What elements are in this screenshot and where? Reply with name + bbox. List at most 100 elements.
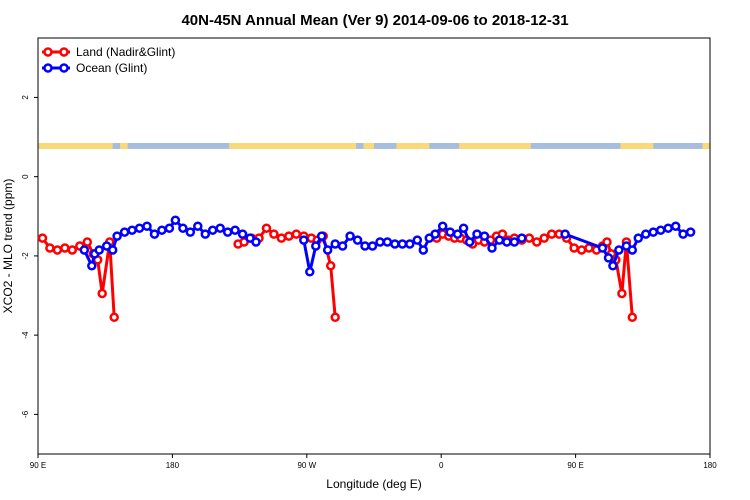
legend-label-land: Land (Nadir&Glint) <box>76 45 175 59</box>
series-ocean-point-1-0 <box>299 235 309 245</box>
series-ocean-point-0-11 <box>149 229 160 239</box>
legend-marker-land <box>43 47 53 57</box>
series-ocean-point-0-8 <box>127 225 137 235</box>
series-land-point-0-6 <box>82 237 93 247</box>
series-ocean-point-1-29 <box>502 237 512 247</box>
series-ocean-point-1-30 <box>509 237 520 247</box>
x-tick-label-3: 0 <box>439 461 444 470</box>
series-ocean-point-0-25 <box>251 237 261 247</box>
surface-strip <box>38 142 710 149</box>
series-ocean-point-0-7 <box>119 227 130 237</box>
legend-marker-ocean-2 <box>59 63 69 73</box>
series-land-point-0-2 <box>52 245 63 255</box>
series-ocean-point-1-21 <box>445 227 455 237</box>
x-tick-label-2: 90 W <box>297 461 316 470</box>
surface-strip-land-3 <box>363 142 374 149</box>
plot-frame <box>37 37 711 455</box>
series-ocean-point-1-13 <box>390 239 400 249</box>
series-ocean-point-1-7 <box>345 231 355 241</box>
series-ocean-point-2-0 <box>560 229 570 239</box>
surface-strip-land-7 <box>702 142 710 149</box>
y-tick-label-3: -4 <box>21 331 30 339</box>
series-ocean-point-2-7 <box>633 233 644 243</box>
series-ocean-point-1-24 <box>464 237 475 247</box>
series-ocean-point-0-3 <box>94 245 104 255</box>
legend-label-ocean: Ocean (Glint) <box>76 61 147 75</box>
series-ocean-point-0-5 <box>107 245 118 255</box>
series-ocean-point-2-6 <box>627 245 638 255</box>
series-ocean-point-0-12 <box>157 225 167 235</box>
series-ocean-point-0-13 <box>164 223 175 233</box>
series-ocean-point-2-14 <box>685 227 696 237</box>
series-ocean-point-0-6 <box>112 231 122 241</box>
series-ocean-point-2-2 <box>603 253 614 263</box>
series-ocean-point-1-9 <box>360 241 370 251</box>
series-land-point-1-5 <box>269 229 279 239</box>
series-land-point-0-11 <box>109 312 119 323</box>
y-tick-label-4: -6 <box>21 410 30 418</box>
series-ocean-point-0-23 <box>237 229 248 239</box>
y-tick-label-1: 0 <box>21 174 30 179</box>
series-ocean-point-2-11 <box>663 223 673 233</box>
series-land-point-0-4 <box>67 245 78 255</box>
series-ocean-point-0-15 <box>178 223 188 233</box>
series-land-point-2-23 <box>584 243 594 253</box>
series-land-point-0-9 <box>97 288 107 299</box>
surface-strip-land-4 <box>396 142 430 149</box>
series-ocean-point-2-8 <box>641 229 651 239</box>
series-land-point-0-1 <box>45 243 55 253</box>
series-ocean-point-0-1 <box>87 261 97 271</box>
series-ocean-point-1-25 <box>472 229 482 239</box>
series-ocean-point-0-9 <box>134 223 145 233</box>
series-ocean-point-1-5 <box>330 239 340 249</box>
series-ocean-point-0-21 <box>222 227 233 237</box>
surface-strip-land-1 <box>120 142 128 149</box>
series-land-point-1-8 <box>291 229 302 239</box>
series-land-point-2-22 <box>576 245 587 255</box>
series-ocean-point-0-18 <box>200 229 211 239</box>
series-ocean-point-1-17 <box>418 245 429 255</box>
series-ocean-point-2-4 <box>614 245 624 255</box>
series-land-point-1-4 <box>261 223 272 233</box>
series-layer <box>37 215 696 323</box>
legend-marker-land-2 <box>59 47 69 57</box>
series-ocean-point-1-22 <box>452 229 463 239</box>
series-ocean-point-0-10 <box>142 221 152 231</box>
series-ocean-point-0-22 <box>230 225 240 235</box>
series-land-point-1-14 <box>330 312 340 323</box>
series-ocean-point-1-4 <box>322 245 333 255</box>
surface-strip-land-5 <box>459 142 531 149</box>
series-ocean-point-1-20 <box>437 221 448 231</box>
series-ocean-point-0-20 <box>215 223 225 233</box>
series-ocean-point-1-3 <box>316 231 327 241</box>
series-land-point-1-6 <box>276 233 287 243</box>
series-land-point-0-0 <box>37 233 48 243</box>
series-ocean-point-2-12 <box>670 221 681 231</box>
series-land-point-2-17 <box>539 233 549 243</box>
series-land-point-2-21 <box>569 243 579 253</box>
x-tick-label-1: 180 <box>166 461 180 470</box>
x-axis-label: Longitude (deg E) <box>326 477 421 491</box>
x-tick-label-0: 90 E <box>30 461 46 470</box>
series-ocean-point-2-1 <box>597 243 608 253</box>
series-ocean-point-2-9 <box>648 227 659 237</box>
series-ocean-point-1-26 <box>479 231 490 241</box>
series-land-point-2-16 <box>532 237 542 247</box>
surface-strip-land-6 <box>620 142 654 149</box>
series-ocean-point-1-10 <box>367 241 378 251</box>
series-ocean-point-0-14 <box>170 215 181 225</box>
series-ocean-point-2-3 <box>608 261 618 271</box>
series-ocean-point-0-17 <box>193 221 203 231</box>
series-ocean-point-1-27 <box>487 243 497 253</box>
series-ocean-point-0-0 <box>79 245 90 255</box>
series-land-point-2-29 <box>617 288 627 299</box>
series-ocean-point-2-13 <box>678 229 688 239</box>
legend-marker-ocean <box>43 63 53 73</box>
series-ocean-point-2-10 <box>655 225 666 235</box>
series-ocean-point-1-8 <box>352 235 363 245</box>
series-ocean-point-1-1 <box>305 267 315 277</box>
series-ocean-point-1-11 <box>375 237 385 247</box>
series-ocean-point-1-2 <box>311 241 321 251</box>
series-land-point-2-31 <box>627 312 638 323</box>
surface-strip-land-2 <box>229 142 357 149</box>
